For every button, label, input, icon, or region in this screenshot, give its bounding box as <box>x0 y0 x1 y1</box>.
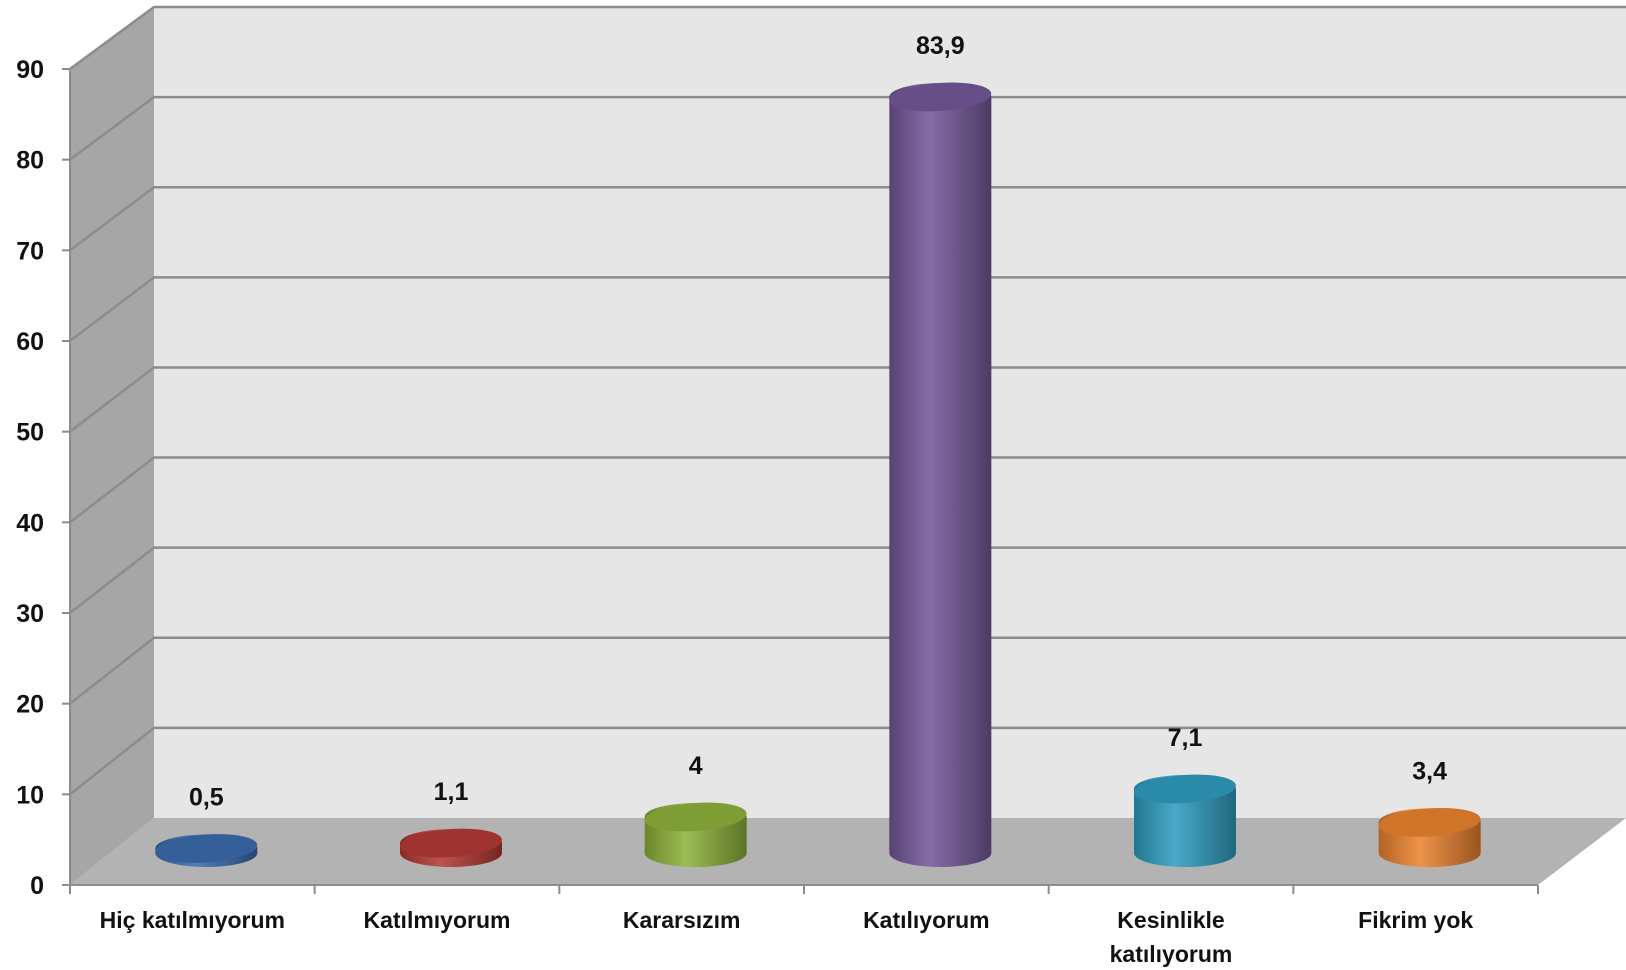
bar-cap <box>1134 774 1236 804</box>
gridline <box>69 185 1626 252</box>
bar <box>1134 774 1236 867</box>
y-tick-label: 30 <box>16 600 44 628</box>
y-tick-label: 90 <box>16 56 44 84</box>
y-tick-label: 20 <box>16 691 44 719</box>
gridlines <box>69 5 1626 796</box>
bar-cap <box>155 834 258 863</box>
gridline <box>69 5 1626 71</box>
data-label: 83,9 <box>916 32 965 60</box>
y-tick-label: 50 <box>16 419 44 447</box>
chart-walls <box>70 7 1626 885</box>
data-label: 1,1 <box>434 778 469 806</box>
x-tick-label: Hiç katılmıyorum <box>100 907 285 933</box>
axes: 0 10 20 30 40 50 60 70 80 90 <box>16 56 1539 900</box>
data-label: 0,5 <box>189 783 224 811</box>
gridline <box>69 276 1626 342</box>
bar-cap <box>1378 807 1481 837</box>
bar <box>889 82 992 868</box>
bar <box>400 828 502 867</box>
gridline <box>69 95 1626 161</box>
gridline <box>69 366 1626 433</box>
y-tick-label: 60 <box>16 328 44 356</box>
gridline <box>69 726 1626 796</box>
bar <box>155 834 258 867</box>
x-tick-label: Kesinlikle katılıyorum <box>1110 907 1233 967</box>
gridline <box>69 636 1626 705</box>
x-tick-label: Katılmıyorum <box>364 907 511 933</box>
y-tick-label: 40 <box>16 509 44 537</box>
bar-cap <box>400 828 502 858</box>
y-tick-label: 10 <box>16 781 44 809</box>
bar-cap <box>889 82 992 112</box>
y-tick-label: 70 <box>16 237 44 265</box>
bars <box>155 82 1481 868</box>
y-tick-label: 80 <box>16 147 44 175</box>
side-wall <box>70 7 154 885</box>
data-label: 4 <box>689 752 703 780</box>
bar-cap <box>644 802 747 832</box>
gridline <box>69 546 1626 614</box>
bar <box>1378 807 1481 867</box>
y-tick-label: 0 <box>30 872 44 900</box>
labels: Hiç katılmıyorum Katılmıyorum Kararsızım Ka… <box>100 32 1474 967</box>
x-tick-label: Fikrim yok <box>1358 907 1473 933</box>
data-label: 7,1 <box>1168 724 1203 752</box>
x-tick-label: Kararsızım <box>623 907 741 933</box>
bar-body <box>889 82 992 868</box>
data-label: 3,4 <box>1412 757 1447 785</box>
bar <box>644 802 747 867</box>
gridline <box>69 456 1626 524</box>
x-tick-label: Katılıyorum <box>863 907 990 933</box>
